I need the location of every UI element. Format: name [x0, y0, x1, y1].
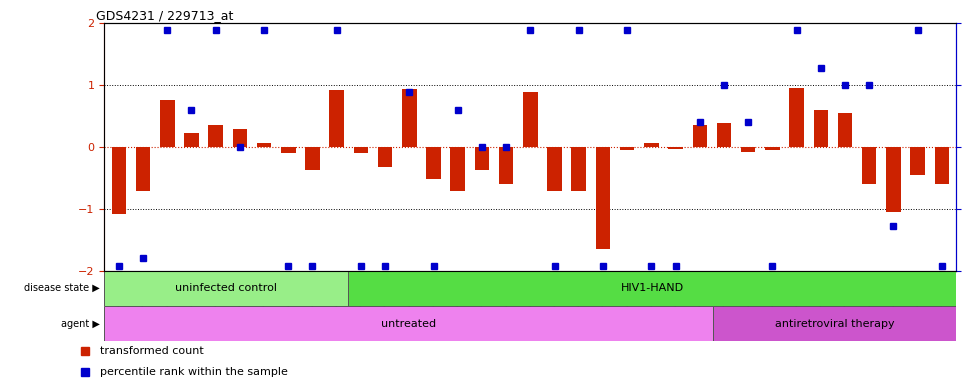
- Bar: [104, 306, 713, 341]
- Bar: [596, 147, 611, 249]
- Bar: [160, 100, 175, 147]
- Bar: [741, 147, 755, 152]
- Text: HIV1-HAND: HIV1-HAND: [620, 283, 684, 293]
- Bar: [354, 147, 368, 153]
- Bar: [426, 147, 440, 179]
- Bar: [450, 147, 465, 191]
- Bar: [402, 89, 416, 147]
- Text: untreated: untreated: [381, 319, 437, 329]
- Text: uninfected control: uninfected control: [175, 283, 277, 293]
- Bar: [713, 306, 956, 341]
- Bar: [305, 147, 320, 170]
- Bar: [813, 110, 828, 147]
- Text: GDS4231 / 229713_at: GDS4231 / 229713_at: [96, 9, 233, 22]
- Bar: [257, 143, 271, 147]
- Text: transformed count: transformed count: [99, 346, 204, 356]
- Bar: [104, 271, 348, 306]
- Bar: [136, 147, 151, 191]
- Bar: [498, 147, 513, 184]
- Bar: [112, 147, 127, 214]
- Bar: [378, 147, 392, 167]
- Text: agent ▶: agent ▶: [61, 319, 99, 329]
- Text: percentile rank within the sample: percentile rank within the sample: [99, 367, 288, 377]
- Bar: [765, 147, 780, 150]
- Bar: [789, 88, 804, 147]
- Bar: [329, 90, 344, 147]
- Bar: [717, 123, 731, 147]
- Bar: [862, 147, 876, 184]
- Bar: [572, 147, 586, 191]
- Text: disease state ▶: disease state ▶: [24, 283, 99, 293]
- Bar: [185, 133, 199, 147]
- Text: antiretroviral therapy: antiretroviral therapy: [775, 319, 895, 329]
- Bar: [233, 129, 247, 147]
- Bar: [934, 147, 949, 184]
- Bar: [281, 147, 296, 153]
- Bar: [644, 143, 659, 147]
- Bar: [886, 147, 900, 212]
- Bar: [348, 271, 956, 306]
- Bar: [693, 125, 707, 147]
- Bar: [910, 147, 924, 175]
- Bar: [838, 113, 852, 147]
- Bar: [209, 125, 223, 147]
- Bar: [548, 147, 562, 191]
- Bar: [668, 147, 683, 149]
- Bar: [474, 147, 489, 170]
- Bar: [620, 147, 635, 150]
- Bar: [523, 92, 538, 147]
